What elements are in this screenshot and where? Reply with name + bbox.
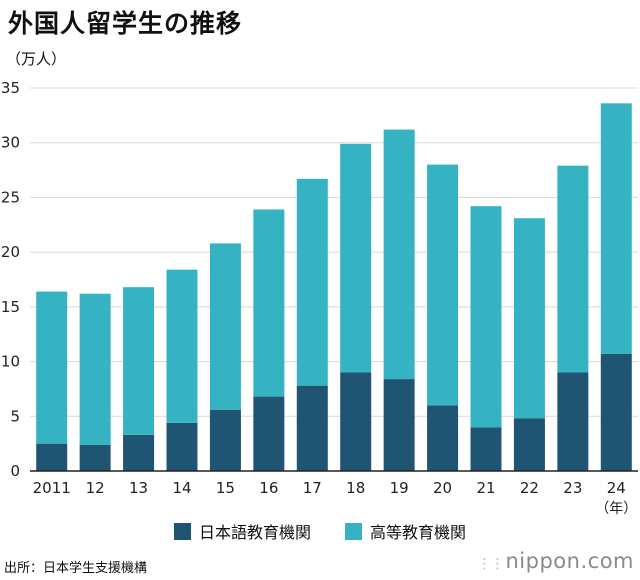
x-tick-label: 15 xyxy=(216,479,235,497)
bar-higher-education xyxy=(600,103,632,354)
bar-language-schools xyxy=(600,353,632,471)
bar-language-schools xyxy=(209,409,241,471)
bar-higher-education xyxy=(383,129,415,380)
y-tick-label: 0 xyxy=(10,462,20,480)
legend: 日本語教育機関 高等教育機関 xyxy=(0,519,640,543)
y-tick-label: 15 xyxy=(1,298,20,316)
bar-higher-education xyxy=(513,218,545,419)
y-unit-label: （万人） xyxy=(6,50,67,68)
logo-dots-icon: ⋮⋮ xyxy=(477,556,505,572)
legend-item-language-schools: 日本語教育機関 xyxy=(173,519,311,543)
bar-language-schools xyxy=(253,396,285,471)
y-tick-label: 5 xyxy=(10,407,20,425)
bar-higher-education xyxy=(79,293,111,445)
bar-higher-education xyxy=(123,287,155,435)
chart-title: 外国人留学生の推移 xyxy=(8,9,243,38)
bar-higher-education xyxy=(253,209,285,397)
x-tick-label: 2011 xyxy=(33,479,71,497)
bar-language-schools xyxy=(123,434,155,471)
x-tick-label: 16 xyxy=(259,479,278,497)
x-tick-label: 19 xyxy=(390,479,409,497)
x-tick-label: 20 xyxy=(433,479,452,497)
y-tick-label: 30 xyxy=(1,134,20,152)
legend-item-higher-education: 高等教育機関 xyxy=(345,519,466,543)
bar-language-schools xyxy=(427,405,459,471)
bar-higher-education xyxy=(296,178,328,386)
bar-language-schools xyxy=(296,385,328,471)
legend-label-language-schools: 日本語教育機関 xyxy=(198,523,311,542)
bar-higher-education xyxy=(427,164,459,406)
bar-language-schools xyxy=(166,422,198,471)
y-tick-label: 10 xyxy=(1,353,20,371)
legend-label-higher-education: 高等教育機関 xyxy=(370,523,467,542)
legend-swatch-higher-education xyxy=(345,522,362,540)
bar-language-schools xyxy=(557,372,589,471)
bar-higher-education xyxy=(557,165,589,373)
bar-higher-education xyxy=(166,269,198,423)
x-tick-label: 21 xyxy=(476,479,495,497)
x-tick-label: 22 xyxy=(520,479,539,497)
y-tick-label: 35 xyxy=(1,79,20,97)
bar-language-schools xyxy=(513,418,545,471)
nippon-logo: ⋮⋮nippon.com xyxy=(478,549,635,573)
x-tick-label: 23 xyxy=(563,479,582,497)
x-tick-label: 24 xyxy=(607,479,626,497)
bar-language-schools xyxy=(79,444,111,471)
bar-language-schools xyxy=(36,443,68,471)
x-tick-label: 12 xyxy=(86,479,105,497)
bar-language-schools xyxy=(340,372,372,471)
x-tick-label: 13 xyxy=(129,479,148,497)
bar-language-schools xyxy=(470,427,502,471)
chart-canvas: 0 5 10 15 20 25 30 35 2011 12 13 14 15 16 17 18 19 20 21 22… xyxy=(1,79,638,515)
source-note: 出所：日本学生支援機構 xyxy=(4,561,148,576)
bar-higher-education xyxy=(36,291,68,444)
x-tick-label: 17 xyxy=(303,479,322,497)
bar-higher-education xyxy=(340,143,372,373)
legend-swatch-language-schools xyxy=(173,522,191,540)
y-tick-label: 25 xyxy=(1,188,20,206)
y-tick-label: 20 xyxy=(1,243,20,261)
logo-text: nippon xyxy=(505,549,581,573)
bar-higher-education xyxy=(209,243,241,410)
bar-language-schools xyxy=(383,379,415,471)
x-tick-label: 18 xyxy=(346,479,365,497)
logo-suffix: .com xyxy=(580,549,634,573)
x-unit-label: （年） xyxy=(595,501,637,515)
x-tick-label: 14 xyxy=(172,479,191,497)
bar-higher-education xyxy=(470,206,502,428)
